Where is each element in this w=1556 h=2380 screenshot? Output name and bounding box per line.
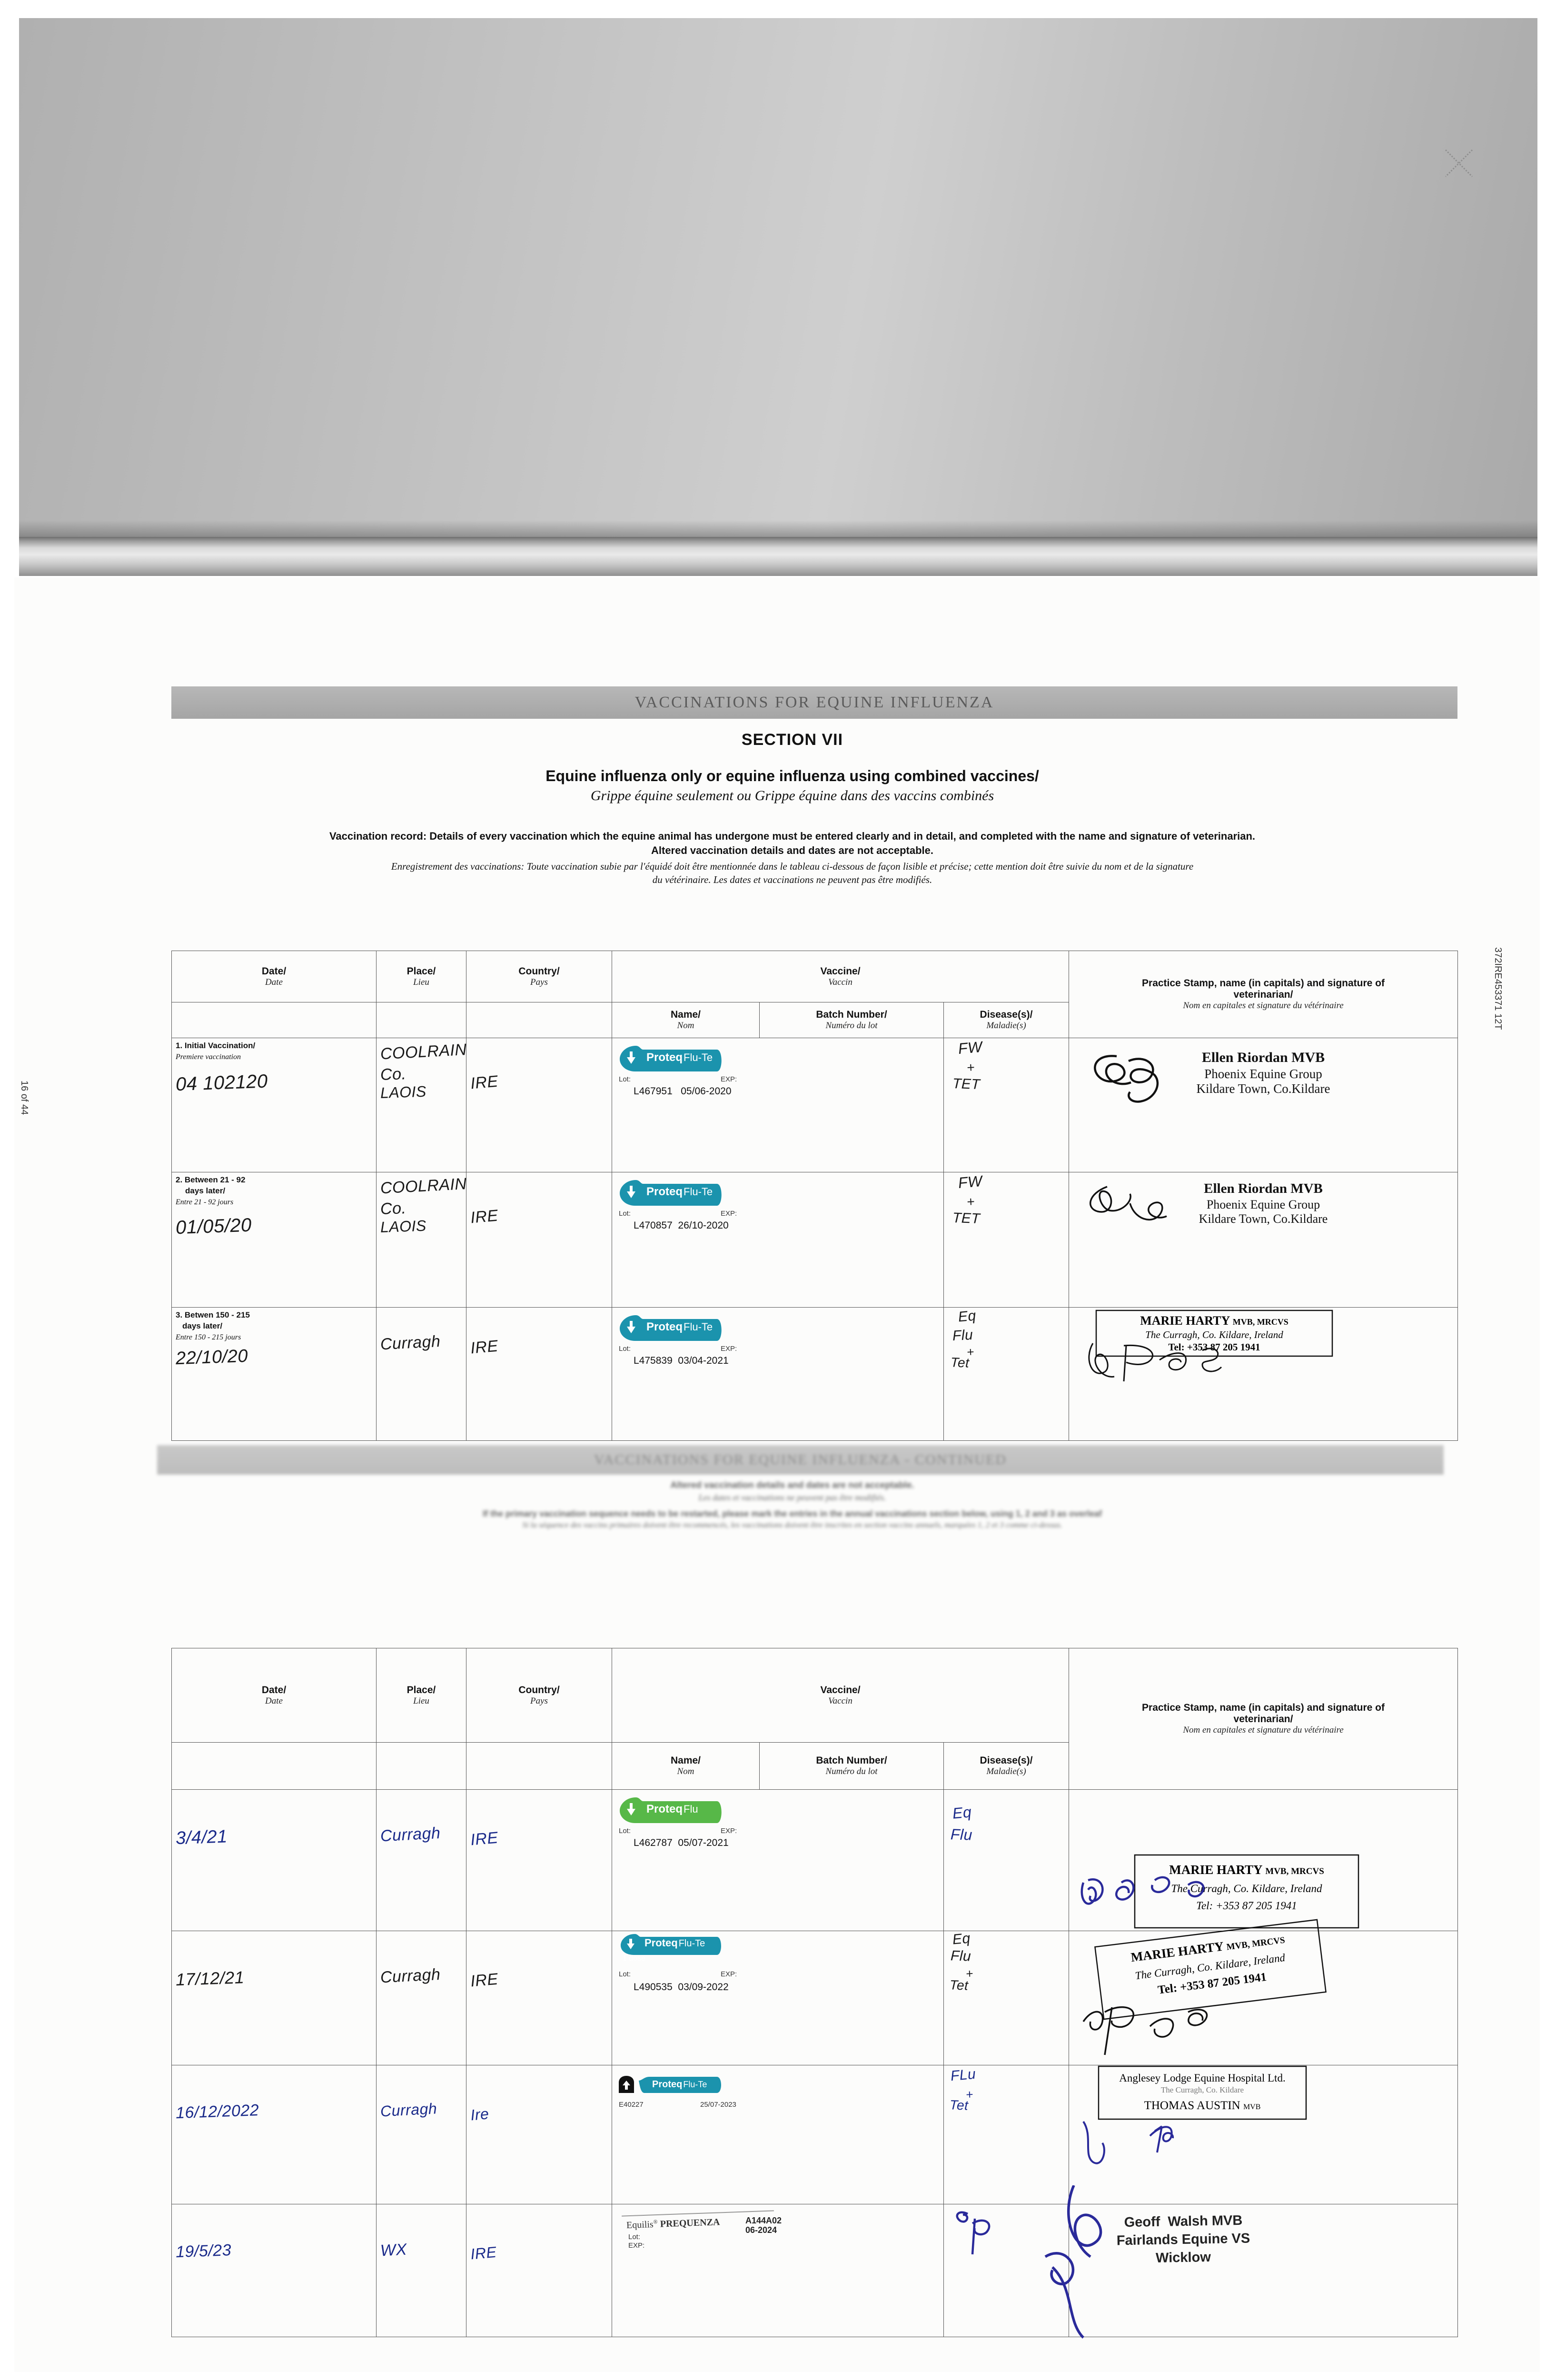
svg-text:MARIE HARTY MVB, MRCVS: MARIE HARTY MVB, MRCVS — [1140, 1314, 1288, 1328]
svg-text:Anglesey Lodge Equine Hospital: Anglesey Lodge Equine Hospital Ltd. — [1119, 2072, 1285, 2084]
svg-text:The Curragh, Co. Kildare: The Curragh, Co. Kildare — [1161, 2085, 1244, 2094]
svg-text:ProteqFlu-Te: ProteqFlu-Te — [652, 2079, 707, 2090]
svg-text:ProteqFlu-Te: ProteqFlu-Te — [646, 1320, 713, 1333]
svg-text:THOMAS AUSTIN MVB: THOMAS AUSTIN MVB — [1144, 2099, 1261, 2112]
svg-text:ProteqFlu-Te: ProteqFlu-Te — [646, 1185, 713, 1198]
svg-text:ProteqFlu: ProteqFlu — [646, 1803, 698, 1815]
svg-text:ProteqFlu-Te: ProteqFlu-Te — [646, 1051, 713, 1064]
svg-text:ProteqFlu-Te: ProteqFlu-Te — [644, 1937, 705, 1949]
svg-text:1 dose: 1 dose — [623, 1954, 645, 1963]
